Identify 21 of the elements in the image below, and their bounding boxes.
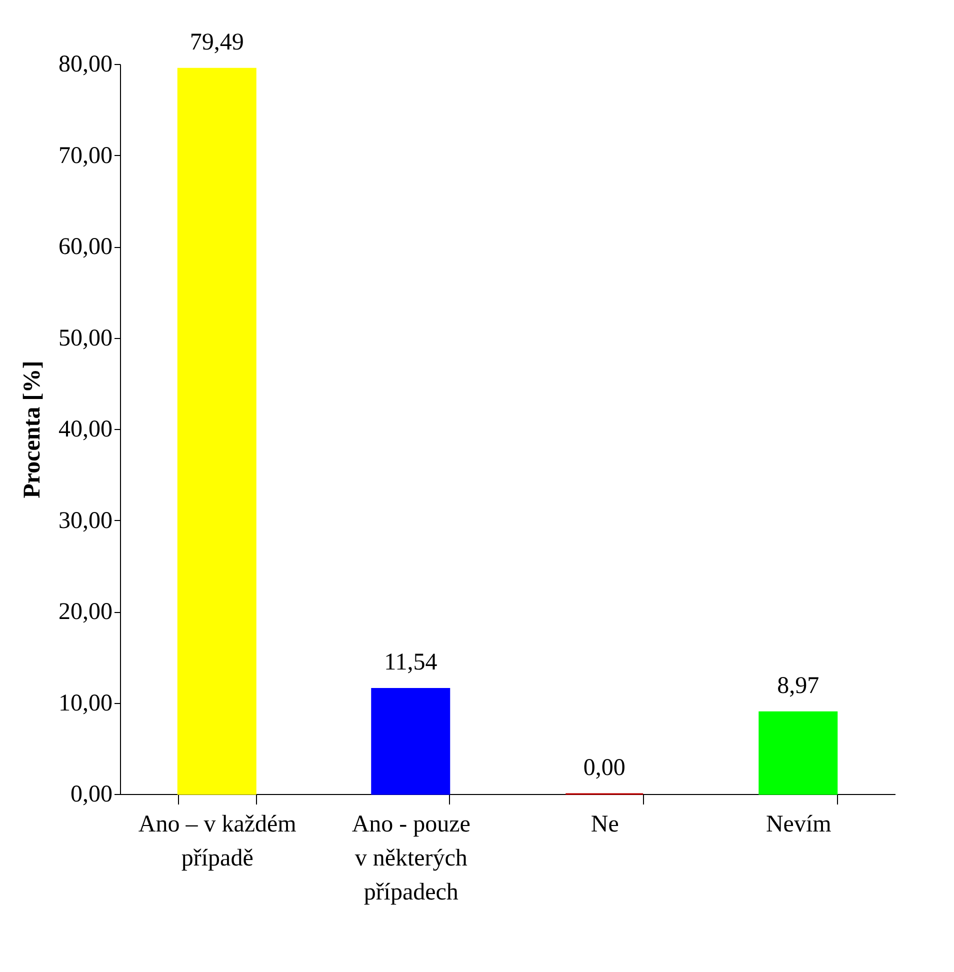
data-label: 8,97 [777, 673, 820, 700]
x-tick-label: Nevím [766, 812, 832, 838]
x-tick-label: Ano – v každém případě [138, 812, 297, 872]
x-tick-label: Ne [590, 812, 619, 838]
y-tick-label: 50,00 [58, 325, 112, 352]
bar [758, 711, 838, 795]
data-label: 11,54 [384, 650, 438, 676]
y-tick-label: 40,00 [58, 416, 112, 442]
y-tick-label: 80,00 [58, 52, 112, 78]
y-tick-label: 30,00 [58, 508, 112, 534]
y-tick-label: 60,00 [58, 234, 112, 260]
y-tick-label: 10,00 [58, 690, 112, 716]
data-label: 0,00 [583, 755, 626, 781]
y-axis-title: Procenta [%] [20, 360, 46, 498]
bar [371, 688, 450, 795]
y-tick-label: 20,00 [58, 599, 112, 625]
y-tick-label: 70,00 [58, 142, 112, 169]
x-tick-label: Ano - pouze v některých případech [352, 812, 470, 906]
y-tick-label: 0,00 [70, 782, 112, 808]
bar [177, 68, 256, 795]
data-label: 79,49 [190, 30, 244, 56]
